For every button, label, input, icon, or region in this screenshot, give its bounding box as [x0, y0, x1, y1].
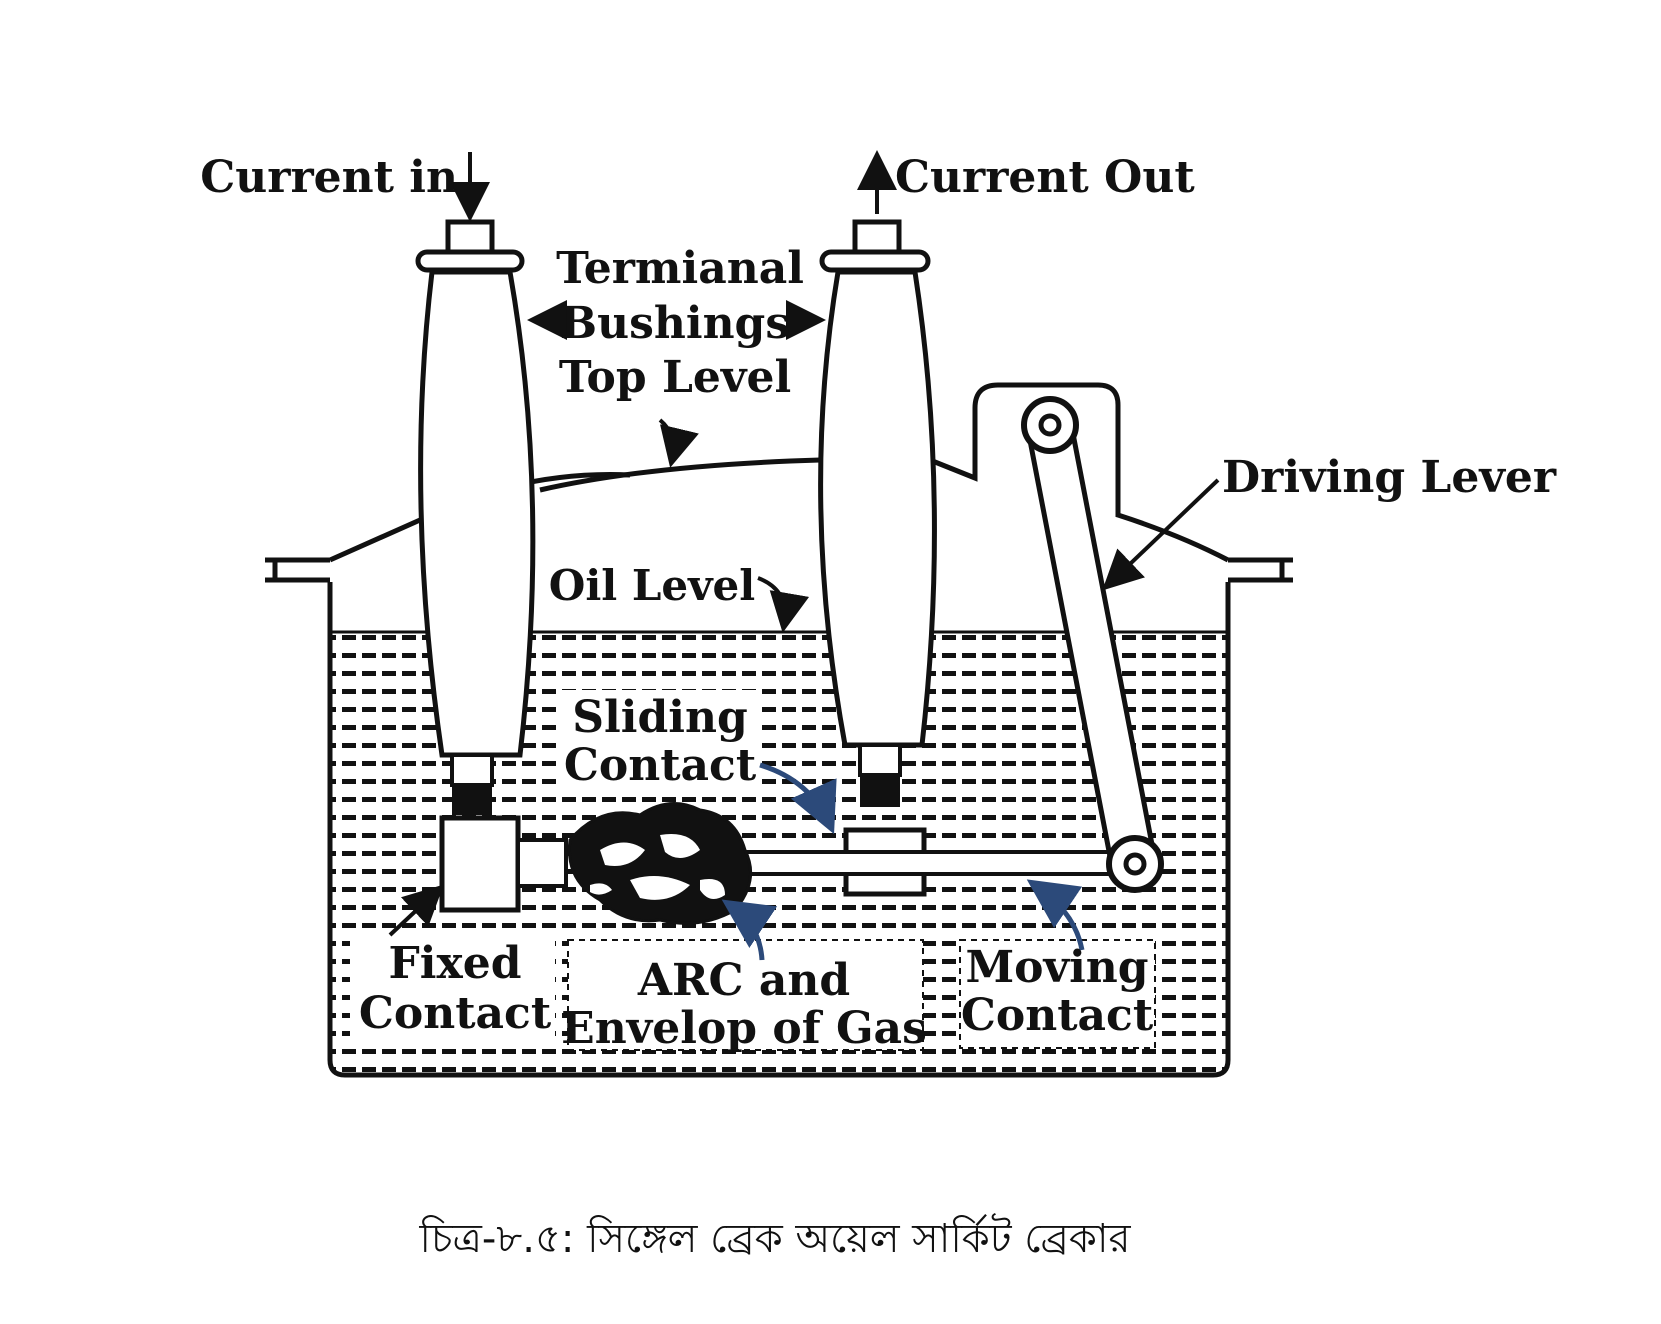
fixed-contact-label-box: [350, 935, 555, 1043]
sliding-contact-label-line1: Sliding: [572, 692, 747, 743]
top-level-pointer: [658, 418, 699, 468]
arc-gas-envelope: [567, 802, 753, 925]
driving-lever-arm: [1021, 396, 1164, 893]
current-in-label: Current in: [200, 152, 458, 203]
sliding-contact-pointer: [759, 762, 837, 835]
top-level-curve: [539, 457, 821, 493]
oil-level-label: Oil Level: [549, 561, 755, 610]
right-flange: [1228, 557, 1293, 583]
left-bushing-flange: [415, 249, 525, 273]
tank-outline: [327, 582, 1231, 1078]
fixed-contact-rod: [516, 838, 568, 888]
driving-lever-label: Driving Lever: [1222, 452, 1557, 503]
sliding-contact-label-line2: Contact: [564, 740, 757, 791]
moving-contact-bar: [738, 850, 1142, 876]
moving-contact-label-line1: Moving: [965, 942, 1148, 993]
top-level-label: Top Level: [559, 352, 791, 403]
moving-contact-label-line2: Contact: [961, 990, 1154, 1041]
current-out-label: Current Out: [895, 152, 1195, 203]
right-bushing-body: [818, 269, 937, 748]
right-bushing-stem-dark: [860, 775, 900, 807]
left-bushing-cap: [445, 219, 495, 257]
left-flange: [265, 557, 330, 583]
figure-caption: চিত্র-৮.৫: সিঙ্গেল ব্রেক অয়েল সার্কিট ব…: [418, 1213, 1131, 1262]
fixed-contact-label-line1: Fixed: [389, 938, 522, 989]
left-bushing-stem-top: [450, 753, 494, 787]
left-bushing-body: [418, 269, 536, 758]
fixed-contact-label-line2: Contact: [359, 988, 552, 1039]
arc-pointer: [721, 899, 778, 961]
sliding-contact-label-box: [560, 690, 760, 790]
terminal-bushings-label-line2: Bushings: [560, 298, 790, 349]
terminal-bushings-label-line1: Termianal: [556, 243, 804, 294]
moving-contact-label-box: [959, 939, 1156, 1049]
oil-level-pointer: [757, 576, 810, 633]
arc-label-line2: Envelop of Gas: [561, 1003, 927, 1054]
moving-contact-pointer: [1026, 879, 1085, 951]
arc-label-line1: ARC and: [637, 955, 850, 1006]
fixed-contact-pointer: [388, 884, 444, 937]
driving-lever-pointer: [1102, 478, 1220, 591]
fixed-contact-block: [439, 815, 521, 913]
right-bushing-flange: [819, 249, 931, 273]
left-bushing-stem-dark: [452, 785, 492, 815]
right-bushing-stem-top: [858, 743, 902, 777]
right-bushing-cap: [852, 219, 902, 257]
lever-housing: [929, 382, 1230, 563]
